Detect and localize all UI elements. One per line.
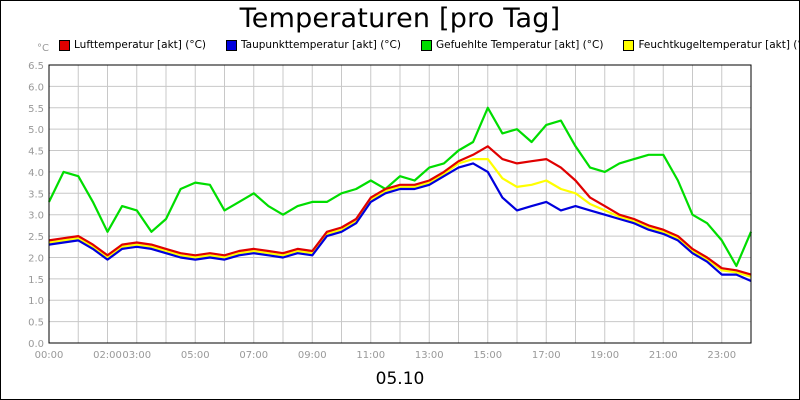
plot-area-border: [48, 64, 752, 344]
y-tick-label: 1.5: [28, 275, 44, 286]
legend-swatch-gefuehlte-temperatur: [420, 39, 432, 51]
legend-item-lufttemperatur: Lufttemperatur [akt] (°C): [59, 39, 206, 51]
chart-title: Temperaturen [pro Tag]: [239, 3, 561, 34]
x-tick-label: 13:00: [415, 350, 444, 361]
x-tick-label: 11:00: [356, 350, 385, 361]
y-tick-label: 0.5: [28, 318, 44, 329]
y-tick-label: 4.5: [28, 147, 44, 158]
x-tick-label: 23:00: [707, 350, 736, 361]
legend-label-taupunkttemperatur: Taupunkttemperatur [akt] (°C): [241, 39, 401, 51]
legend-item-feuchtkugeltemperatur: Feuchtkugeltemperatur [akt] (°C): [623, 39, 800, 51]
series-line-1: [48, 162, 752, 283]
y-tick-label: 2.5: [28, 232, 44, 243]
series-line-2: [48, 106, 753, 268]
y-tick-label: 3.5: [28, 189, 44, 200]
series-line-3: [48, 158, 752, 278]
y-tick-label: 2.0: [28, 253, 44, 264]
y-tick-label: 3.0: [28, 211, 44, 222]
y-tick-label: 6.5: [28, 61, 44, 72]
chart-legend: Lufttemperatur [akt] (°C) Taupunkttemper…: [59, 39, 800, 51]
x-tick-label: 07:00: [239, 350, 268, 361]
x-tick-label: 19:00: [590, 350, 619, 361]
x-tick-label: 17:00: [532, 350, 561, 361]
x-axis-date-label: 05.10: [375, 369, 425, 389]
y-tick-label: 4.0: [28, 168, 44, 179]
series-layer: [48, 106, 753, 283]
x-tick-label: 15:00: [473, 350, 502, 361]
x-tick-label: 02:00: [93, 350, 122, 361]
y-tick-label: 6.0: [28, 82, 44, 93]
legend-label-gefuehlte-temperatur: Gefuehlte Temperatur [akt] (°C): [435, 39, 604, 51]
x-tick-label: 00:00: [35, 350, 64, 361]
legend-item-taupunkttemperatur: Taupunkttemperatur [akt] (°C): [226, 39, 401, 51]
series-line-0: [48, 145, 752, 276]
x-tick-label: 05:00: [181, 350, 210, 361]
x-tick-label: 03:00: [122, 350, 151, 361]
y-tick-label: 1.0: [28, 296, 44, 307]
legend-swatch-feuchtkugeltemperatur: [623, 39, 635, 51]
axis-labels: 0.0 0.5 1.0 1.5 2.0 2.5 3.0 3.5 4.0 4.5 5.0 5.5 6.0 6…: [28, 43, 736, 361]
grid-layer: [48, 64, 752, 344]
x-tick-label: 21:00: [649, 350, 678, 361]
x-tick-label: 09:00: [298, 350, 327, 361]
y-tick-label: 5.0: [28, 125, 44, 136]
legend-item-gefuehlte-temperatur: Gefuehlte Temperatur [akt] (°C): [420, 39, 604, 51]
y-axis-unit-label: °C: [37, 43, 49, 54]
legend-label-feuchtkugeltemperatur: Feuchtkugeltemperatur [akt] (°C): [638, 39, 800, 51]
y-tick-label: 0.0: [28, 339, 44, 350]
legend-swatch-lufttemperatur: [59, 39, 70, 51]
y-tick-label: 5.5: [28, 104, 44, 115]
legend-swatch-taupunkttemperatur: [226, 39, 237, 51]
legend-label-lufttemperatur: Lufttemperatur [akt] (°C): [74, 39, 206, 51]
